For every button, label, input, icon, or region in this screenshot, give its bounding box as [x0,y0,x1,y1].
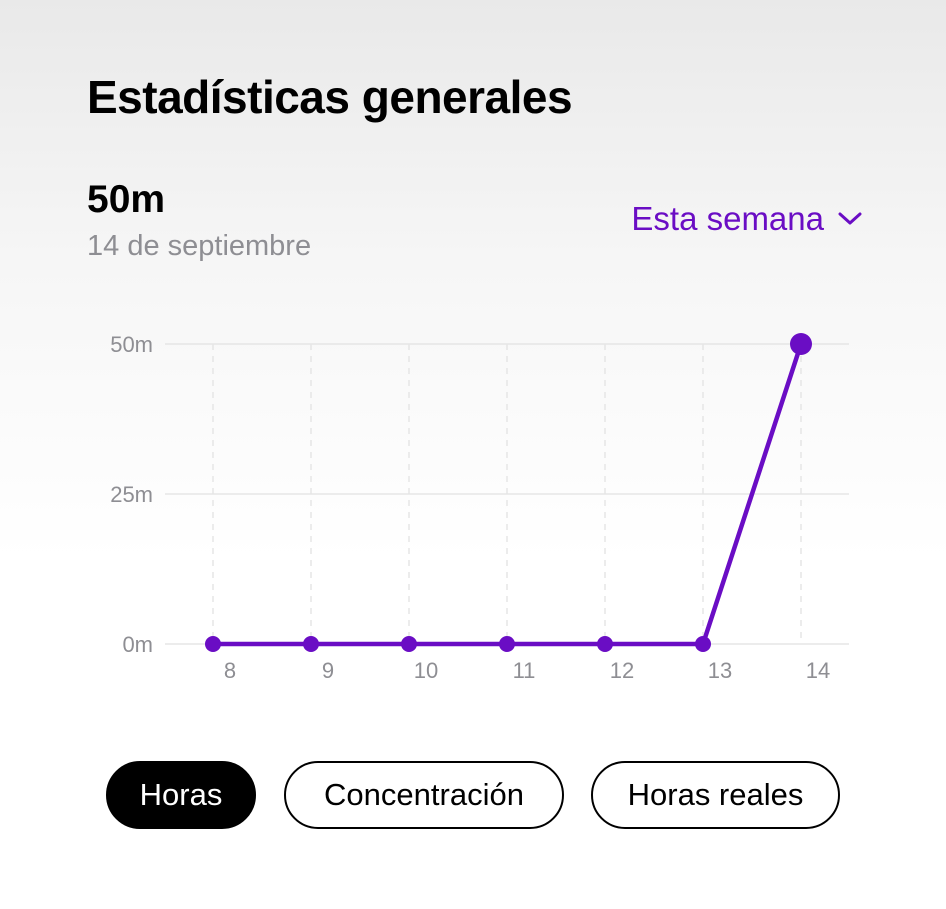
chart-axes: 0m 25m 50m 8 9 10 11 12 13 14 [110,332,830,683]
tab-horas-reales[interactable]: Horas reales [591,761,840,829]
metric-tabs: Horas Concentración Horas reales [0,761,946,829]
data-point[interactable] [499,636,515,652]
x-tick-label: 8 [224,658,236,683]
time-range-dropdown[interactable]: Esta semana [631,200,862,238]
chart-grid [165,343,849,645]
data-point[interactable] [205,636,221,652]
x-tick-label: 11 [513,658,536,683]
chevron-down-icon [838,212,862,225]
x-tick-label: 9 [322,658,334,683]
chart-series [205,333,812,652]
x-tick-label: 14 [806,658,830,683]
time-range-label: Esta semana [631,200,824,237]
data-point[interactable] [401,636,417,652]
selected-value: 50m [87,178,166,221]
tab-horas[interactable]: Horas [106,761,256,829]
selected-date: 14 de septiembre [87,230,312,262]
page-title: Estadísticas generales [87,71,573,123]
y-tick-label: 25m [110,482,153,507]
data-point[interactable] [303,636,319,652]
data-point[interactable] [597,636,613,652]
y-tick-label: 0m [122,632,153,657]
tab-concentracion[interactable]: Concentración [284,761,564,829]
data-point[interactable] [695,636,711,652]
x-tick-label: 13 [708,658,732,683]
data-point-selected[interactable] [790,333,812,355]
x-tick-label: 10 [414,658,438,683]
line-chart: 0m 25m 50m 8 9 10 11 12 13 14 [110,332,849,683]
y-tick-label: 50m [110,332,153,357]
x-tick-label: 12 [610,658,634,683]
